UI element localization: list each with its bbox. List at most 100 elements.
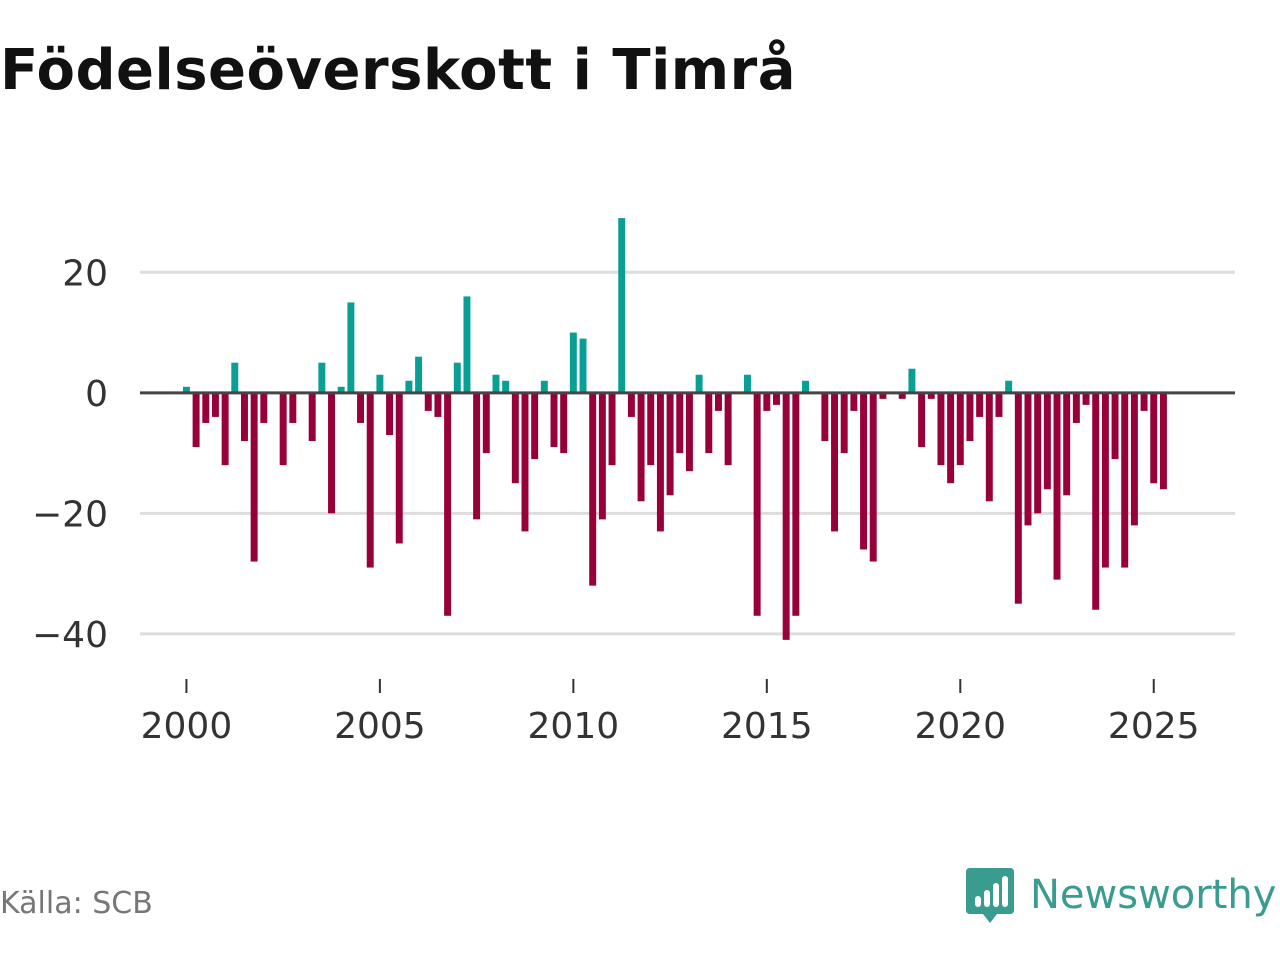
bar [995,392,1003,417]
x-tick-label: 2005 [334,706,426,747]
bar [308,392,316,442]
bar [453,362,461,393]
bars [182,218,1167,640]
y-tick-label: 20 [62,253,108,294]
bar [357,392,365,423]
newsworthy-logo-icon [966,868,1014,923]
bar [202,392,210,423]
bar [511,392,519,484]
bar [676,392,684,454]
bar [850,392,858,411]
bar [473,392,481,520]
bar [1072,392,1080,423]
bar [598,392,606,520]
bar [802,380,809,393]
bar [860,392,868,550]
x-tick-label: 2015 [721,706,813,747]
bar [773,392,780,405]
y-axis: 20 0 −20 −40 [32,253,108,656]
bar [627,392,635,417]
bar [763,392,771,411]
bar [869,392,877,562]
bar [1092,392,1100,610]
bar [898,392,906,399]
bar [618,218,626,393]
bar [782,392,790,640]
chart-area: 20 0 −20 −40 2000 2005 2010 2015 2020 2025 [32,218,1235,747]
bar [908,368,916,393]
bar [1082,392,1090,405]
bar [531,392,539,460]
bar [279,392,287,466]
bar [705,392,713,454]
newsworthy-logo: Newsworthy [964,866,1276,924]
bar [695,374,703,393]
bar [366,392,374,568]
bar [637,392,645,502]
bar [937,392,945,466]
bar [1111,392,1119,460]
bar [666,392,674,496]
bar [1121,392,1129,568]
bar [240,392,248,442]
x-tick-label: 2025 [1108,706,1200,747]
bar [569,332,577,393]
bar [289,392,297,423]
bar [589,392,597,586]
x-axis: 2000 2005 2010 2015 2020 2025 [141,679,1200,747]
bar [1159,392,1167,490]
bar [540,380,548,393]
brand-name: Newsworthy [1030,872,1277,918]
bar [405,380,413,393]
bar [792,392,800,616]
bar [956,392,964,466]
bar [656,392,664,532]
bar [647,392,655,466]
bar [482,392,490,454]
bar [579,338,587,393]
bar [608,392,616,466]
y-tick-label: −20 [32,494,108,535]
bar [714,392,722,411]
y-tick-label: −40 [32,615,108,656]
bar [985,392,993,502]
bar [831,392,839,532]
bar [685,392,693,472]
bar [1053,392,1061,580]
bar [927,392,935,399]
bar [250,392,258,562]
bar [976,392,984,417]
bar [560,392,568,454]
bar [1150,392,1158,484]
bar [386,392,394,435]
bar [337,386,345,393]
bar [743,374,751,393]
bar [221,392,229,466]
bar [918,392,926,448]
bar [821,392,829,442]
bar [1014,392,1022,604]
bar [840,392,848,454]
bar [1140,392,1148,411]
bar [550,392,558,448]
bar [502,380,510,393]
bar [521,392,529,532]
bar [231,362,239,393]
bar [724,392,732,466]
bar [328,392,336,514]
bar [947,392,955,484]
bar [395,392,403,544]
bar [347,302,355,393]
bar [192,392,200,448]
bar [376,374,384,393]
bar [879,392,887,399]
bar [1005,380,1013,393]
bar [260,392,268,423]
bar [966,392,974,442]
y-tick-label: 0 [85,374,108,415]
bar [1130,392,1138,526]
bar [492,374,500,393]
bar [463,296,471,393]
x-tick-label: 2010 [528,706,620,747]
bar [415,356,423,393]
